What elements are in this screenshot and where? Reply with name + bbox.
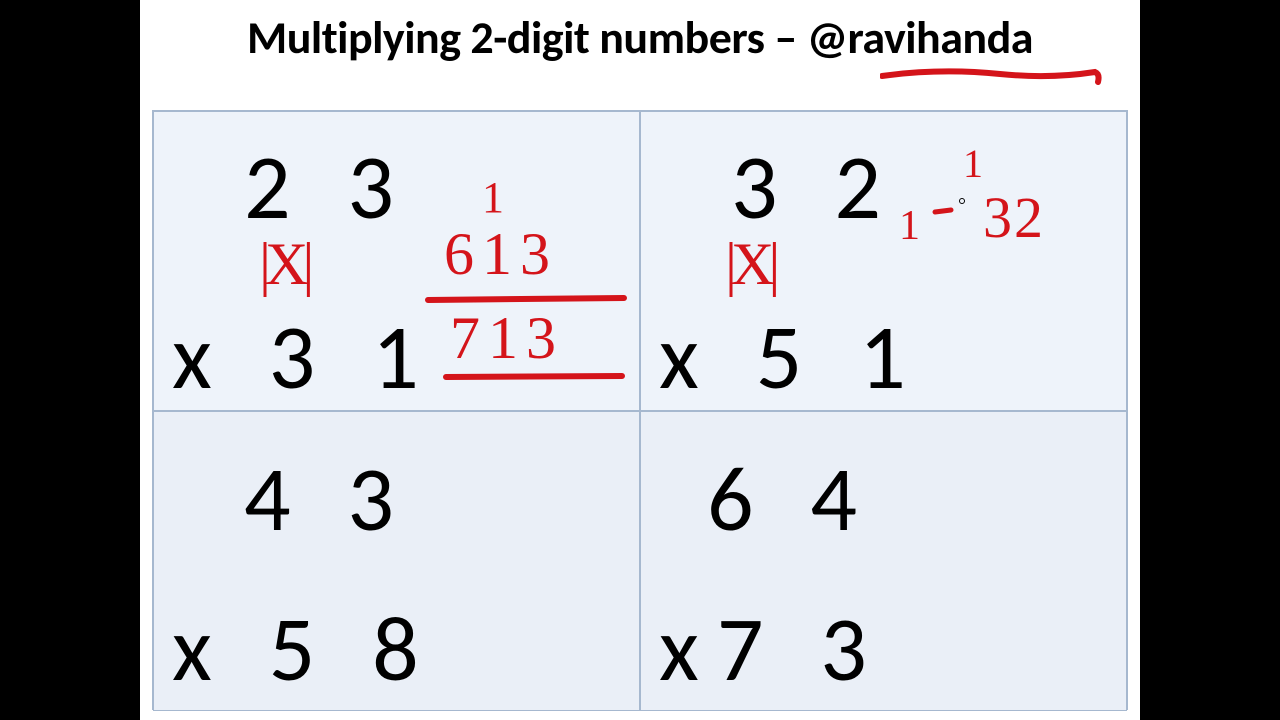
operand-bottom: x 5 1 [659, 300, 924, 413]
operand-bottom: x 3 1 [172, 300, 437, 413]
partial-annotation: 613 [444, 220, 558, 289]
operand-bottom: x7 3 [659, 592, 885, 705]
problem-grid: 2 3 x 3 1 |X| 1 613 713 3 2 x 5 1 |X| [152, 110, 1128, 710]
slide: Multiplying 2-digit numbers – @ravihanda… [140, 0, 1140, 720]
underline-annotation [880, 64, 1110, 94]
operand-top: 2 3 [244, 130, 412, 243]
operand-top: 6 4 [707, 442, 875, 555]
operand-bottom: x 5 8 [172, 592, 437, 705]
partial-annotation: 32 [983, 184, 1045, 251]
operand-top: 3 2 [731, 130, 899, 243]
cross-annotation: |X| [259, 230, 308, 299]
carry-annotation-2: 1 [899, 202, 920, 250]
cell-23x31: 2 3 x 3 1 |X| 1 613 713 [153, 111, 640, 411]
cell-64x73: 6 4 x7 3 [640, 411, 1127, 711]
cursor-indicator [959, 198, 965, 204]
result-annotation: 713 [450, 304, 564, 373]
slide-title: Multiplying 2-digit numbers – @ravihanda [140, 10, 1140, 66]
cell-32x51: 3 2 x 5 1 |X| 1 1 32 [640, 111, 1127, 411]
carry-annotation-1: 1 [963, 140, 983, 187]
dash-annotation [931, 202, 961, 222]
cell-43x58: 4 3 x 5 8 [153, 411, 640, 711]
carry-annotation: 1 [482, 172, 504, 223]
cross-annotation: |X| [725, 230, 774, 299]
operand-top: 4 3 [244, 442, 412, 555]
